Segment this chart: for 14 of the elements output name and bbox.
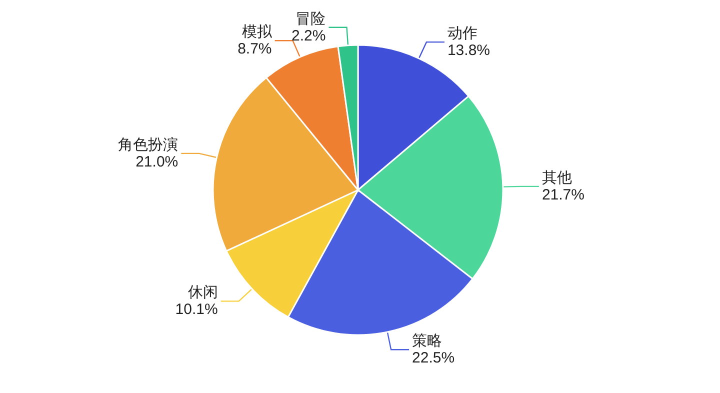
- data-label: 22.5%: [412, 350, 455, 367]
- data-label: 21.0%: [136, 153, 178, 170]
- slice-label: 冒险: [296, 10, 326, 28]
- data-label: 2.2%: [292, 27, 326, 44]
- data-label: 8.7%: [238, 40, 272, 58]
- slice-label: 模拟: [242, 24, 273, 41]
- slice-label: 角色扮演: [118, 136, 178, 154]
- slice-label: 其他: [542, 169, 572, 186]
- data-label: 21.7%: [542, 186, 585, 204]
- slice-label: 休闲: [188, 284, 218, 302]
- data-label: 10.1%: [175, 301, 218, 318]
- slice-label: 策略: [412, 332, 442, 350]
- data-label: 13.8%: [447, 42, 490, 60]
- slice-label: 动作: [447, 25, 478, 42]
